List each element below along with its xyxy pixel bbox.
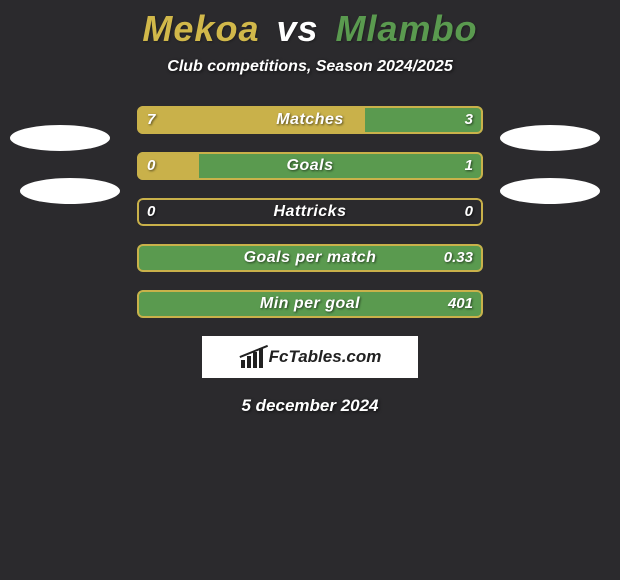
subtitle: Club competitions, Season 2024/2025 — [0, 58, 620, 76]
stat-row: 01Goals — [137, 152, 483, 180]
brand-text: FcTables.com — [269, 347, 382, 367]
stat-label: Hattricks — [137, 198, 483, 226]
stat-row: 401Min per goal — [137, 290, 483, 318]
player1-name: Mekoa — [142, 8, 259, 49]
stat-label: Goals per match — [137, 244, 483, 272]
player2-name: Mlambo — [336, 8, 478, 49]
stats-container: 73Matches 01Goals 00Hattricks 0.33Goals per… — [0, 106, 620, 318]
stat-row: 73Matches — [137, 106, 483, 134]
stat-label: Goals — [137, 152, 483, 180]
comparison-title: Mekoa vs Mlambo — [0, 0, 620, 50]
stat-label: Min per goal — [137, 290, 483, 318]
vs-label: vs — [276, 8, 318, 49]
stat-row: 0.33Goals per match — [137, 244, 483, 272]
fctables-icon — [239, 346, 267, 368]
date: 5 december 2024 — [0, 396, 620, 416]
stat-label: Matches — [137, 106, 483, 134]
brand-box: FcTables.com — [202, 336, 418, 378]
stat-row: 00Hattricks — [137, 198, 483, 226]
